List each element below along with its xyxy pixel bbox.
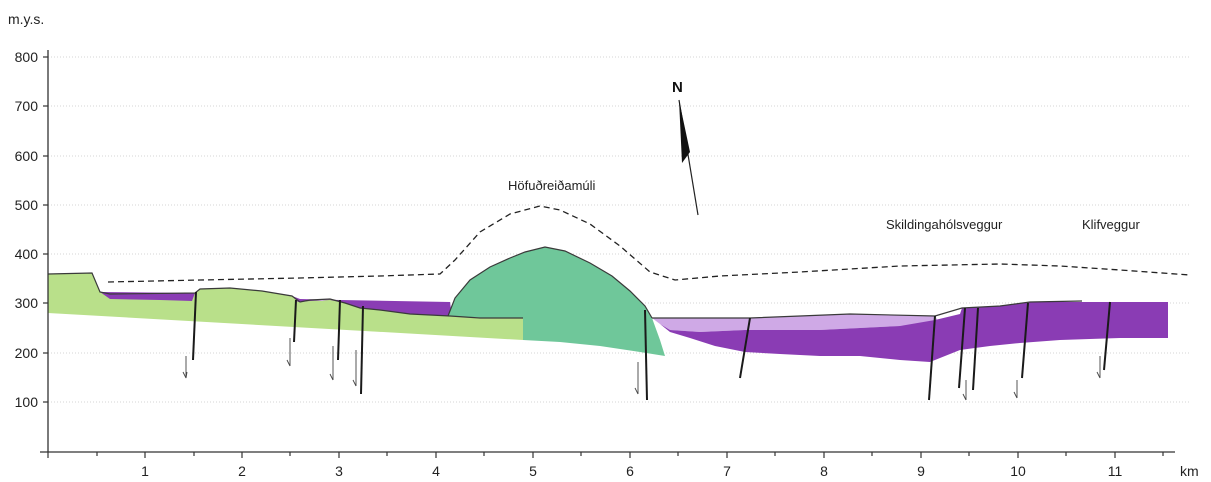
label-klifveggur: Klifveggur bbox=[1082, 217, 1140, 232]
faults bbox=[192, 291, 1111, 401]
y-tick-label: 500 bbox=[15, 197, 39, 213]
x-tick-label: 4 bbox=[432, 463, 440, 479]
y-tick-label: 100 bbox=[15, 394, 39, 410]
mound-outline bbox=[447, 246, 653, 319]
y-tick-marks bbox=[43, 56, 48, 403]
x-tick-label: 9 bbox=[917, 463, 925, 479]
layer-purple-east bbox=[660, 302, 1168, 362]
layer-purple-west-2 bbox=[292, 296, 452, 316]
layer-teal-mound bbox=[448, 247, 665, 356]
x-tick-label: 5 bbox=[529, 463, 537, 479]
displacement-arrows bbox=[182, 338, 1101, 401]
x-unit-label: km bbox=[1180, 463, 1199, 479]
x-tick-label: 3 bbox=[335, 463, 343, 479]
layer-light-green bbox=[48, 273, 523, 340]
label-hofudreidamuli: Höfuðreiðamúli bbox=[508, 178, 596, 193]
reconstructed-surface-dashed bbox=[107, 205, 1191, 283]
x-tick-marks bbox=[47, 452, 1164, 458]
x-tick-label: 1 bbox=[141, 463, 149, 479]
y-tick-label: 200 bbox=[15, 345, 39, 361]
x-tick-label: 7 bbox=[723, 463, 731, 479]
y-tick-label: 800 bbox=[15, 49, 39, 65]
y-tick-label: 400 bbox=[15, 246, 39, 262]
x-tick-label: 2 bbox=[238, 463, 246, 479]
west-surface-outline bbox=[47, 272, 523, 319]
x-tick-label: 8 bbox=[820, 463, 828, 479]
x-tick-label: 11 bbox=[1108, 463, 1123, 479]
y-tick-label: 300 bbox=[15, 295, 39, 311]
y-unit-label: m.y.s. bbox=[8, 11, 44, 27]
north-label: N bbox=[672, 79, 683, 96]
label-skildingaholsveggur: Skildingahólsveggur bbox=[886, 217, 1003, 232]
gridlines bbox=[48, 56, 1190, 403]
y-tick-label: 700 bbox=[15, 98, 39, 114]
y-tick-label: 600 bbox=[15, 148, 39, 164]
x-tick-label: 6 bbox=[626, 463, 634, 479]
north-arrow-icon: N bbox=[672, 79, 699, 216]
x-tick-label: 10 bbox=[1010, 463, 1026, 479]
